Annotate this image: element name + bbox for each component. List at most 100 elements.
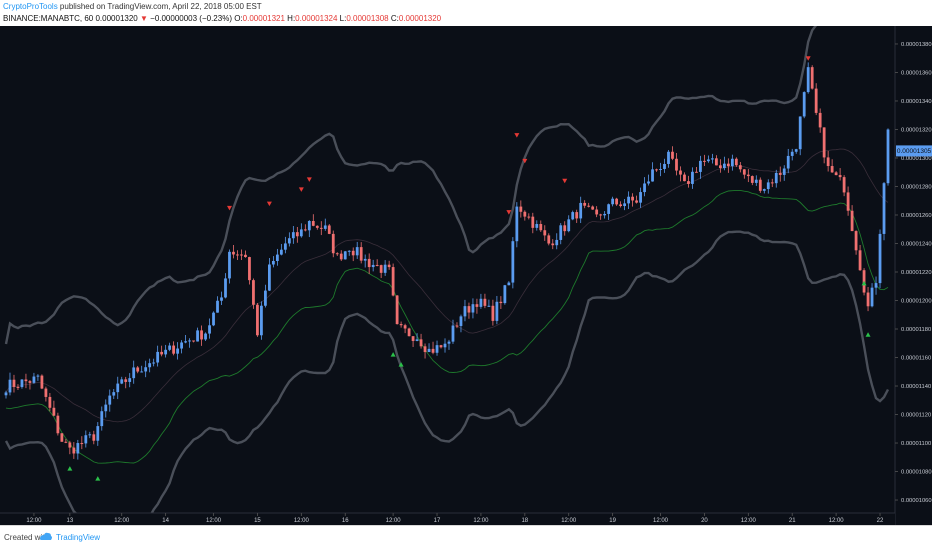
candle-body [272,261,275,265]
candle-body [303,229,307,231]
candle-body [774,172,778,184]
sell-signal-icon [805,56,811,61]
x-tick-label: 12:00 [294,518,310,524]
x-tick-label: 12:00 [386,518,402,524]
candle-body [443,343,447,348]
candle-body [471,304,475,313]
candle-body [44,388,48,397]
candle-body [818,112,822,128]
candle-body [256,304,259,336]
candle-body [184,341,187,343]
price-scale[interactable] [895,26,932,525]
sell-signal-icon [506,210,512,215]
x-axis: 12:00 13 12:00 14 12:00 15 12:00 16 12:00 17 12:00… [26,513,884,524]
candle-body [283,243,287,250]
candle-body [275,254,279,261]
buy-signal-icon [398,362,404,367]
candle-body [778,172,782,175]
price-chart[interactable]: 0.00001380 0.00001360 0.00001340 0.00001320… [0,26,932,525]
candle-body [615,198,619,205]
candle-body [228,251,231,279]
candle-body [331,233,335,254]
last-price-marker: 0.00001305 [896,145,932,157]
open-value: 0.00001321 [242,14,285,23]
candle-body [112,392,116,396]
candle-body [36,375,40,377]
candle-body [647,181,650,184]
candle-body [28,381,32,383]
candle-body [176,348,179,354]
sell-signal-icon [306,177,312,182]
time-scale[interactable] [0,513,895,525]
candle-body [383,264,387,273]
candle-body [790,151,794,156]
candle-body [882,183,886,234]
candle-body [435,345,439,353]
sell-signal-icon [298,187,304,192]
candle-body [595,209,599,215]
x-tick-label: 12:00 [561,518,577,524]
candle-body [24,379,28,382]
high-label: H: [287,14,296,23]
x-tick-label: 12:00 [829,518,845,524]
candle-body [479,298,483,307]
candle-body [679,170,682,175]
candle-body [268,264,271,291]
candle-body [248,257,251,281]
candle-body [567,219,571,232]
candle-body [711,158,714,160]
candle-body [503,285,507,304]
candle-body [431,348,435,353]
candle-body [850,210,854,232]
x-tick-label: 12:00 [473,518,489,524]
y-tick-label: 0.00001060 [901,498,932,504]
x-tick-label: 12:00 [114,518,130,524]
chart-area[interactable]: 0.00001380 0.00001360 0.00001340 0.00001320… [0,26,932,525]
low-value: 0.00001308 [346,14,389,23]
candle-body [806,67,810,93]
sell-signal-icon [514,133,520,138]
candle-body [351,250,355,256]
buy-signal-icon [95,476,101,481]
candle-body [651,169,654,182]
candle-body [870,287,874,307]
candle-body [866,292,870,307]
sell-signal-icon [226,205,232,211]
candle-body [794,149,798,152]
candle-body [738,165,742,170]
inner-band-line [5,189,889,464]
candle-body [144,367,148,372]
candle-body [156,351,160,363]
ohlc-line: BINANCE:MANABTC, 60 0.00001320 ▼ −0.0000… [3,14,441,23]
candle-body [782,168,786,175]
upper-band-line [4,26,818,345]
candle-body [327,225,331,234]
candle-body [299,229,303,237]
candle-body [547,235,551,244]
candle-body [527,216,531,218]
candle-body [100,411,104,427]
candle-body [842,177,846,193]
candle-body [623,203,626,207]
candle-body [726,163,730,167]
author-link[interactable]: CryptoProTools [3,2,58,11]
candle-body [319,227,323,229]
y-tick-label: 0.00001300 [901,156,932,162]
candle-body [148,363,152,368]
candle-body [619,204,622,207]
tradingview-link[interactable]: TradingView [56,533,101,542]
candle-body [96,426,100,441]
x-tick-label: 19 [609,518,616,524]
candle-body [363,258,367,261]
candle-body [172,345,176,354]
candle-body [395,295,399,325]
candle-body [160,351,164,355]
candle-body [64,441,68,443]
candle-body [838,175,842,178]
candle-body [20,379,24,388]
publish-line: CryptoProTools published on TradingView.… [3,2,262,11]
candle-body [52,407,56,416]
candle-body [655,169,658,171]
candle-body [295,232,299,237]
candle-body [200,330,203,340]
